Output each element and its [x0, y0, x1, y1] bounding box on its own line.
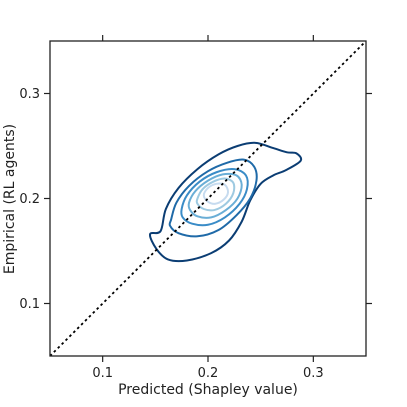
x-tick-label-0.3: 0.3 — [303, 366, 324, 381]
reference-line-layer — [50, 41, 366, 356]
tick-layer: 0.1 0.2 0.3 0.1 0.2 0.3 — [19, 35, 372, 381]
x-tick-label-0.2: 0.2 — [198, 366, 219, 381]
x-axis-label: Predicted (Shapley value) — [118, 382, 298, 398]
reference-diagonal-line — [50, 41, 366, 356]
contour-level-6 — [202, 182, 230, 205]
contour-level-2 — [168, 158, 258, 238]
contour-level-1 — [149, 141, 303, 263]
y-tick-label-0.2: 0.2 — [19, 192, 40, 207]
contour-level-4 — [187, 172, 243, 219]
y-tick-label-0.1: 0.1 — [19, 297, 40, 312]
contour-level-3 — [180, 167, 249, 227]
contour-level-5 — [195, 177, 236, 212]
x-tick-label-0.1: 0.1 — [92, 366, 113, 381]
contour-layer — [149, 141, 303, 263]
y-tick-label-0.3: 0.3 — [19, 87, 40, 102]
y-axis-label: Empirical (RL agents) — [2, 124, 18, 274]
